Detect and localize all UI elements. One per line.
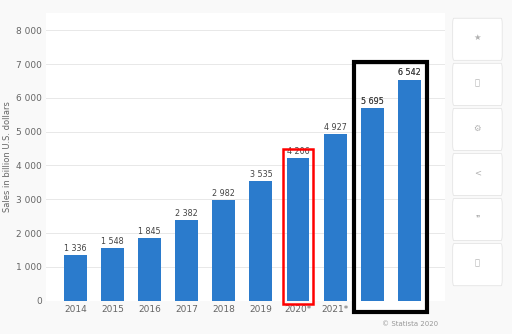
FancyBboxPatch shape [453, 108, 502, 150]
Bar [212, 200, 236, 301]
Text: 6 542: 6 542 [398, 68, 420, 77]
Text: 1 336: 1 336 [65, 244, 87, 254]
FancyBboxPatch shape [453, 18, 502, 60]
Y-axis label: Sales in billion U.S. dollars: Sales in billion U.S. dollars [3, 102, 12, 212]
Text: 2 382: 2 382 [176, 209, 198, 218]
Bar [398, 79, 421, 301]
Text: 4 927: 4 927 [324, 123, 347, 132]
Bar [354, 62, 428, 312]
Text: 3 535: 3 535 [249, 170, 272, 179]
Bar [287, 158, 309, 301]
Text: 🖨: 🖨 [475, 259, 480, 268]
Bar [283, 149, 313, 304]
FancyBboxPatch shape [453, 198, 502, 240]
Bar [360, 108, 383, 301]
FancyBboxPatch shape [453, 63, 502, 106]
Text: 1 845: 1 845 [139, 227, 161, 236]
FancyBboxPatch shape [453, 244, 502, 286]
Text: 5 695: 5 695 [360, 97, 383, 106]
Bar [101, 248, 124, 301]
Text: <: < [474, 169, 481, 177]
Text: 4 206: 4 206 [287, 147, 309, 156]
Text: 6 542: 6 542 [398, 68, 420, 77]
Bar [249, 181, 272, 301]
Text: 1 548: 1 548 [101, 237, 124, 246]
Text: ❞: ❞ [475, 214, 480, 222]
Bar [324, 134, 347, 301]
Bar [398, 79, 421, 301]
Bar [360, 108, 383, 301]
FancyBboxPatch shape [453, 154, 502, 196]
Text: 2 982: 2 982 [212, 189, 236, 198]
Bar [64, 256, 87, 301]
Bar [354, 62, 428, 312]
Text: ★: ★ [474, 33, 481, 42]
Text: 🔔: 🔔 [475, 78, 480, 87]
Bar [138, 238, 161, 301]
Text: ⚙: ⚙ [474, 124, 481, 132]
Text: 5 695: 5 695 [360, 97, 383, 106]
Bar [176, 220, 198, 301]
Text: © Statista 2020: © Statista 2020 [381, 321, 438, 327]
